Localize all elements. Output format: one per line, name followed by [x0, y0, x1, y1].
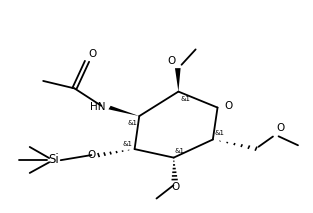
- Text: &1: &1: [181, 96, 191, 102]
- Polygon shape: [109, 106, 139, 116]
- Text: &1: &1: [128, 120, 138, 126]
- Text: O: O: [168, 56, 176, 66]
- Text: O: O: [88, 49, 96, 59]
- Text: &1: &1: [122, 141, 132, 147]
- Text: &1: &1: [175, 148, 185, 154]
- Text: O: O: [225, 101, 233, 111]
- Text: Si: Si: [49, 153, 59, 166]
- Text: &1: &1: [214, 130, 224, 136]
- Text: O: O: [87, 150, 95, 160]
- Text: O: O: [276, 123, 284, 133]
- Polygon shape: [175, 68, 181, 92]
- Text: O: O: [171, 182, 179, 192]
- Text: HN: HN: [90, 102, 105, 112]
